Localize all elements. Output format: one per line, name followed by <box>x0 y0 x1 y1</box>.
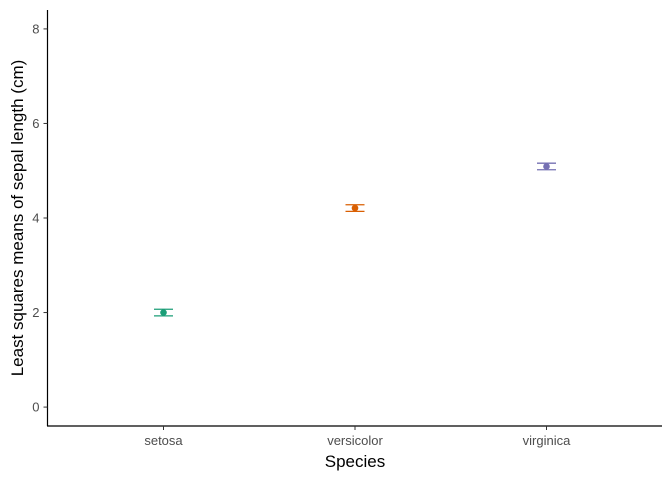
y-tick-label: 2 <box>32 305 39 320</box>
data-point-setosa <box>160 309 167 316</box>
data-point-group-versicolor <box>345 204 365 213</box>
x-tick-label-setosa: setosa <box>144 433 183 448</box>
y-tick-label: 0 <box>32 400 39 415</box>
data-point-group-setosa <box>154 308 173 317</box>
data-point-group-virginica <box>537 162 556 171</box>
y-axis-title: Least squares means of sepal length (cm) <box>8 60 27 377</box>
data-point-virginica <box>543 163 550 170</box>
y-axis-ticks: 0 2 4 6 8 <box>32 21 48 415</box>
x-axis-title: Species <box>325 452 385 471</box>
x-tick-label-versicolor: versicolor <box>327 433 383 448</box>
y-tick-label: 4 <box>32 211 39 226</box>
x-axis-ticks: setosa versicolor virginica <box>144 426 571 448</box>
y-tick-label: 8 <box>32 21 39 36</box>
data-point-versicolor <box>351 204 359 212</box>
plot-area <box>154 162 556 317</box>
x-tick-label-virginica: virginica <box>523 433 571 448</box>
y-tick-label: 6 <box>32 116 39 131</box>
